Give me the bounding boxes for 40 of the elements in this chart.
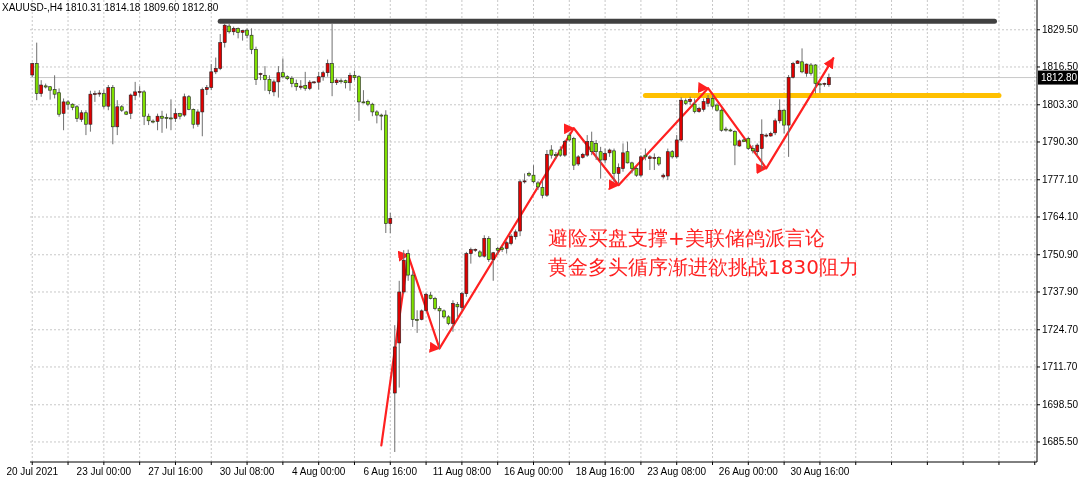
x-tick-label: 30 Aug 16:00 [790,466,850,477]
y-tick-label: 1737.90 [1042,286,1079,298]
y-tick-label: 1750.90 [1042,249,1079,261]
x-tick-label: 16 Aug 00:00 [504,466,564,477]
candlestick [719,107,724,133]
annotation: 避险买盘支撑+美联储鸽派言论 [548,226,825,250]
x-tick-label: 18 Aug 16:00 [575,466,636,477]
x-tick-label: 30 Jul 08:00 [219,466,275,477]
candlestick [200,87,205,137]
candlestick [486,235,491,263]
candlestick [589,131,594,156]
y-tick-label: 1829.50 [1042,24,1079,36]
candlestick [759,118,764,170]
x-tick-label: 26 Aug 00:00 [718,466,779,477]
candlestick [182,93,187,118]
y-tick-label: 1711.70 [1042,361,1078,373]
candlestick [813,63,818,94]
y-tick-label: 1803.30 [1042,99,1079,111]
x-tick-label: 6 Aug 16:00 [363,466,418,477]
candlestick [482,234,487,259]
chart-title: XAUUSD-,H4 1810.31 1814.18 1809.60 1812.80 [2,2,219,13]
x-tick-label: 20 Jul 2021 [6,466,59,477]
annotation: 黄金多头循序渐进欲挑战1830阻力 [548,255,859,279]
candlestick [209,63,214,91]
x-tick-label: 27 Jul 16:00 [148,466,204,477]
y-tick-label: 1724.70 [1042,324,1079,336]
x-tick-label: 23 Jul 00:00 [76,466,132,477]
x-tick-label: 23 Aug 08:00 [647,466,707,477]
y-tick-label: 1816.50 [1042,61,1079,73]
y-tick-label: 1764.10 [1042,211,1079,223]
y-tick-label: 1777.10 [1042,174,1079,186]
y-tick-label: 1698.50 [1042,399,1079,411]
x-tick-label: 4 Aug 00:00 [291,466,346,477]
y-tick-label: 1685.50 [1042,436,1079,448]
ref-line-label: 1812.80 [1041,72,1078,84]
candlestick [585,134,590,158]
y-tick-label: 1790.30 [1042,136,1079,148]
x-tick-label: 11 Aug 08:00 [432,466,492,477]
candlestick [128,93,133,120]
candlestick [303,71,308,92]
